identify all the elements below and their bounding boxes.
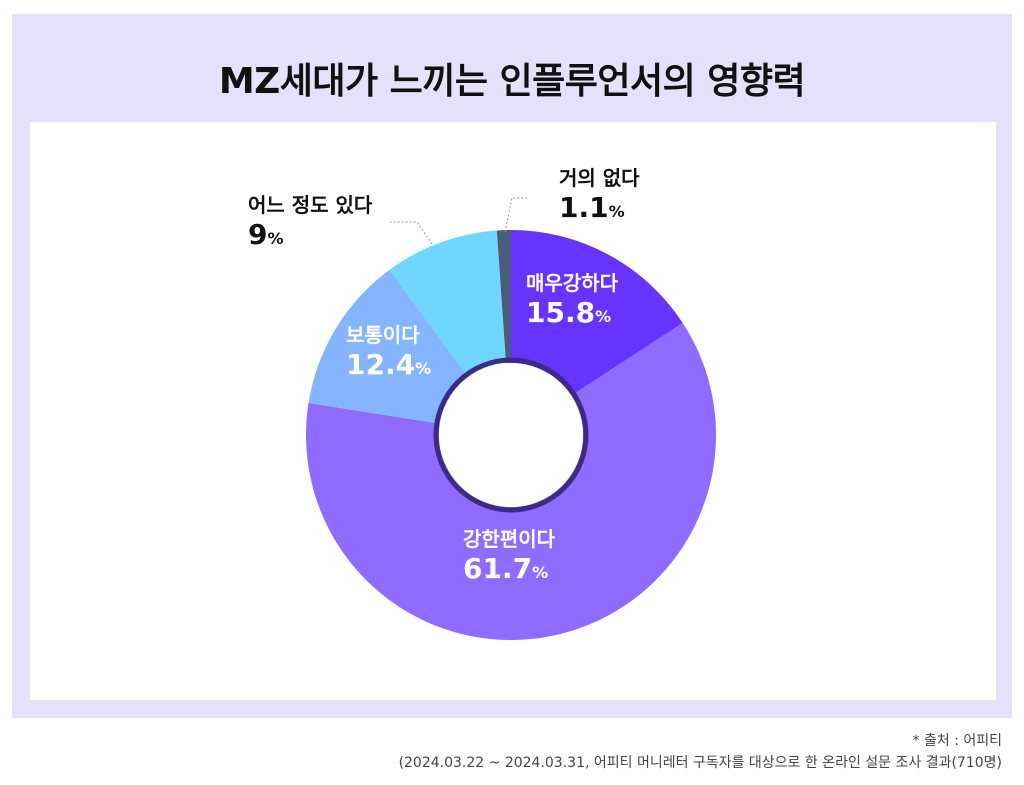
slice-value-4: 9% [248, 218, 284, 251]
percent-sign: % [532, 563, 548, 582]
slice-3 [308, 269, 469, 424]
source-note: * 출처 : 어피티 [912, 733, 1002, 749]
donut-hole [439, 363, 583, 507]
slice-1 [511, 230, 683, 396]
slice-label-5: 거의 없다 [559, 166, 640, 190]
percent-sign: % [595, 307, 611, 326]
leader-line-5 [504, 197, 528, 233]
slice-label-3: 보통이다 [346, 323, 420, 347]
slice-value-5: 1.1% [559, 191, 625, 224]
slice-2 [306, 322, 716, 641]
survey-note: (2024.03.22 ~ 2024.03.31, 어피티 머니레터 구독자를 … [398, 755, 1002, 771]
slice-4 [389, 230, 507, 378]
leader-line-4 [388, 221, 433, 245]
percent-sign: % [267, 229, 283, 248]
slice-label-4: 어느 정도 있다 [248, 193, 373, 217]
donut-inner-ring [433, 357, 589, 513]
percent-sign: % [415, 359, 431, 378]
percent-sign: % [609, 202, 625, 221]
slice-label-1: 매우강하다 [526, 271, 619, 295]
chart-title: MZ세대가 느끼는 인플루언서의 영향력 [218, 61, 806, 102]
slice-label-2: 강한편이다 [463, 527, 556, 551]
slice-5 [496, 230, 511, 364]
